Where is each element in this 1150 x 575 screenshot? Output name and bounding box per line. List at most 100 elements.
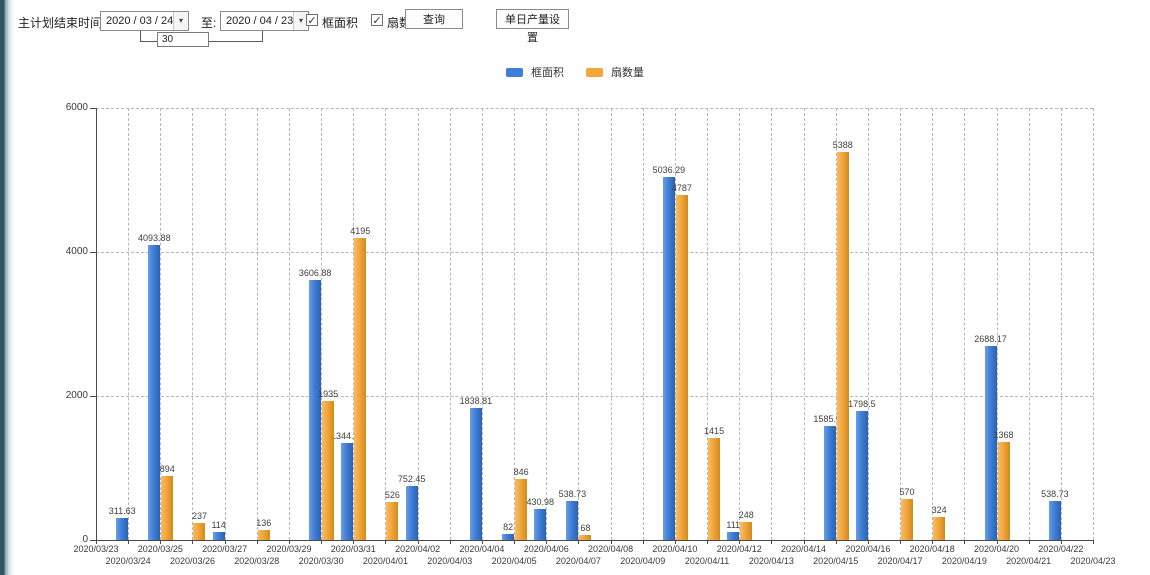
bar-fan-count [257,530,270,540]
v-gridline [1060,108,1062,540]
bar-value-label: 82 [503,522,514,533]
x-tick [803,540,805,544]
x-tick [256,540,258,544]
x-tick [449,540,451,544]
y-tick [90,108,96,109]
bar-frame-area [309,280,322,540]
v-gridline [449,108,451,540]
x-tick [160,540,162,544]
bar-fan-count [675,195,688,540]
frame-area-checkbox-label[interactable]: 框面积 [322,16,359,30]
h-gridline [96,396,1093,397]
frame-area-checkbox[interactable]: ✓ [306,14,318,27]
bar-value-label: 4093.88 [138,233,171,244]
x-axis-tick-label: 2020/04/06 [523,544,569,554]
chevron-down-icon[interactable]: ▾ [173,12,188,30]
bar-frame-area [148,245,161,540]
daily-output-settings-button[interactable]: 单日产量设置 [496,9,569,44]
bar-frame-area [727,532,740,540]
x-axis-tick-label: 2020/04/13 [748,556,794,566]
v-gridline [321,108,323,540]
h-gridline [96,108,1093,109]
x-axis-tick-label: 2020/03/29 [266,544,312,554]
x-tick [674,540,676,544]
x-axis-tick-label: 2020/04/07 [555,556,601,566]
bar-value-label: 538.73 [1041,489,1069,500]
bar-value-label: 430.98 [526,496,555,507]
bar-value-label: 68 [580,523,591,534]
v-gridline [224,108,226,540]
bar-fan-count [322,400,335,540]
x-tick [514,540,516,544]
bar-fan-count [161,475,174,540]
x-axis-tick-label: 2020/04/22 [1038,544,1084,554]
date-to-value: 2020 / 04 / 23 [226,15,294,27]
chart-legend: 框面积 扇数量 [506,64,644,80]
v-gridline [900,108,902,540]
bar-frame-area [855,410,868,540]
x-tick [417,540,419,544]
date-to-picker[interactable]: 2020 / 04 / 23 ▾ [220,11,309,31]
x-axis-tick-label: 2020/04/11 [684,556,730,566]
days-count-input[interactable] [157,32,209,47]
x-axis-tick-label: 2020/03/26 [169,556,215,566]
y-tick [90,540,96,541]
v-gridline [256,108,258,540]
bar-frame-area [212,531,225,540]
left-edge-panel [0,0,14,575]
x-axis-tick-label: 2020/03/24 [105,556,151,566]
x-tick [707,540,709,544]
v-gridline [610,108,612,540]
connector-line [262,31,263,42]
x-tick [288,540,290,544]
v-gridline [674,108,676,540]
x-axis-tick-label: 2020/04/14 [781,544,827,554]
bar-value-label: 1838.81 [459,395,493,406]
bar-value-label: 311.63 [108,505,136,516]
bar-frame-area [405,485,418,540]
date-from-picker[interactable]: 2020 / 03 / 24 ▾ [100,11,189,31]
x-tick [128,540,130,544]
bar-frame-area [1048,501,1061,540]
v-gridline [417,108,419,540]
x-tick [964,540,966,544]
connector-line [205,41,263,42]
chevron-down-icon[interactable]: ▾ [293,12,308,30]
x-tick [385,540,387,544]
to-label: 至: [201,16,217,30]
v-gridline [481,108,483,540]
x-axis-tick-label: 2020/04/21 [1006,556,1052,566]
x-tick [835,540,837,544]
bar-frame-area [984,346,997,540]
bar-value-label: 111 [726,520,741,530]
bar-value-label: 4195 [350,225,371,236]
v-gridline [803,108,805,540]
y-axis-tick-label: 4000 [65,246,88,257]
bar-value-label: 1368 [993,429,1014,440]
bar-value-label: 538.73 [558,489,587,500]
x-axis-tick-label: 2020/03/27 [202,544,248,554]
bar-fan-count [354,237,367,540]
x-axis-tick-label: 2020/03/28 [234,556,280,566]
v-gridline [385,108,387,540]
x-axis-line [96,540,1094,541]
v-gridline [128,108,130,540]
bar-fan-count [386,502,399,540]
x-axis-tick-label: 2020/04/12 [716,544,762,554]
x-tick [610,540,612,544]
bar-frame-area [116,517,129,540]
x-axis-tick-label: 2020/03/30 [298,556,344,566]
x-axis-tick-label: 2020/04/16 [845,544,891,554]
fan-count-checkbox[interactable]: ✓ [371,14,383,27]
bar-value-label: 894 [159,463,175,474]
x-axis-tick-label: 2020/03/25 [137,544,183,554]
x-axis-tick-label: 2020/03/31 [330,544,376,554]
v-gridline [739,108,741,540]
x-tick [771,540,773,544]
y-axis-tick-label: 2000 [65,390,88,401]
y-tick [90,396,96,397]
query-button[interactable]: 查询 [405,9,463,29]
bar-value-label: 114 [211,519,226,530]
x-axis-tick-label: 2020/04/10 [652,544,698,554]
